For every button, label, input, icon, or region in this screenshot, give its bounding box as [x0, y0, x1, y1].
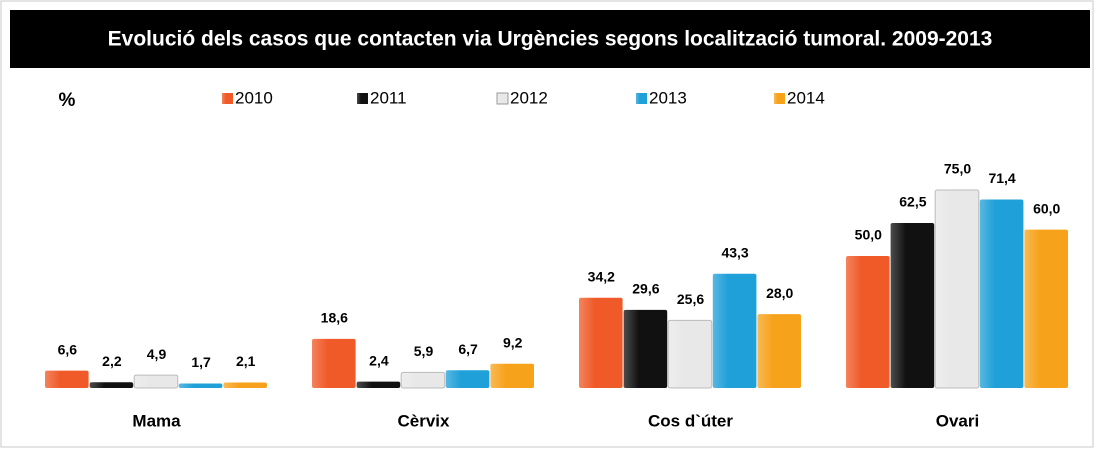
data-label: 43,3 — [721, 244, 748, 260]
data-label: 6,7 — [458, 341, 478, 357]
data-label: 71,4 — [988, 170, 1015, 186]
legend-marker — [496, 92, 509, 105]
legend-marker — [222, 93, 233, 104]
legend-marker — [774, 93, 785, 104]
data-label: 75,0 — [944, 161, 971, 177]
data-label: 18,6 — [321, 310, 348, 326]
bar — [1024, 229, 1068, 388]
bar — [445, 370, 490, 388]
bar — [890, 223, 935, 388]
legend-label: 2011 — [370, 88, 407, 107]
data-label: 2,4 — [369, 352, 389, 368]
data-label: 50,0 — [855, 227, 882, 243]
data-label: 2,1 — [236, 353, 256, 369]
legend-marker — [636, 93, 647, 104]
legend-label: 2014 — [787, 88, 825, 107]
data-label: 4,9 — [147, 346, 167, 362]
legend-label: 2013 — [649, 88, 687, 107]
bar — [45, 370, 89, 388]
data-label: 25,6 — [677, 291, 704, 307]
bar — [133, 374, 179, 389]
legend-label: 2010 — [235, 88, 273, 107]
bar — [979, 199, 1024, 388]
x-tick-label: Mama — [132, 411, 181, 430]
legend-marker — [357, 93, 368, 104]
bar — [579, 297, 623, 388]
x-tick-label: Cèrvix — [398, 411, 451, 430]
data-label: 34,2 — [588, 268, 615, 284]
bar — [223, 382, 267, 388]
bar — [490, 363, 534, 388]
chart-title: Evolució dels casos que contacten via Ur… — [108, 28, 993, 51]
data-label: 28,0 — [766, 285, 793, 301]
bar — [667, 319, 713, 389]
bar — [712, 273, 757, 388]
title-bar — [10, 10, 1090, 68]
bar — [934, 189, 980, 389]
data-label: 6,6 — [58, 341, 78, 357]
bar — [623, 309, 668, 388]
data-label: 29,6 — [632, 281, 659, 297]
bar — [356, 381, 401, 388]
bar — [178, 383, 223, 388]
data-label: 9,2 — [503, 334, 523, 350]
data-label: 5,9 — [414, 343, 434, 359]
data-label: 62,5 — [899, 194, 926, 210]
y-axis-label: % — [59, 90, 76, 111]
bar — [400, 371, 446, 389]
x-tick-label: Cos d`úter — [648, 411, 733, 430]
bar — [312, 338, 356, 388]
data-label: 2,2 — [102, 353, 122, 369]
bar — [757, 314, 801, 388]
bar — [89, 382, 134, 388]
data-label: 1,7 — [191, 354, 211, 370]
legend-label: 2012 — [510, 88, 548, 107]
x-tick-label: Ovari — [936, 411, 979, 430]
bar — [846, 256, 890, 388]
data-label: 60,0 — [1033, 200, 1060, 216]
